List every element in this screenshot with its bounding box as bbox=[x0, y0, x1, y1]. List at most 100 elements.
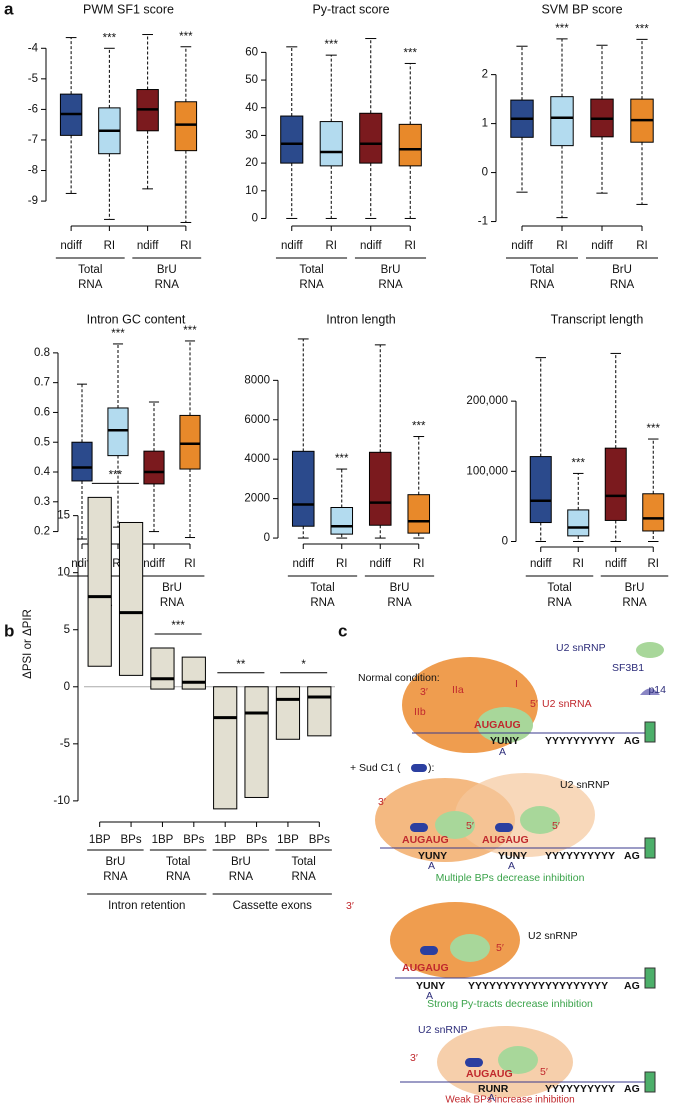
x-tick-label: ndiff bbox=[60, 240, 82, 252]
label: Normal condition: bbox=[358, 672, 440, 684]
group-label: RNA bbox=[310, 597, 335, 609]
range-bar bbox=[213, 686, 238, 810]
label: 3′ bbox=[378, 796, 386, 808]
group-label: RNA bbox=[103, 871, 128, 883]
y-tick-label: 200,000 bbox=[466, 395, 508, 407]
x-tick-label: RI bbox=[184, 558, 196, 570]
label: YUNY bbox=[490, 735, 519, 747]
y-tick-label: -9 bbox=[28, 195, 38, 207]
range-bar bbox=[150, 647, 175, 690]
label: U2 snRNP bbox=[556, 642, 606, 654]
significance: * bbox=[301, 659, 306, 671]
group-label: Total bbox=[299, 264, 323, 276]
exon bbox=[644, 967, 656, 989]
x-tick-label: ndiff bbox=[143, 558, 165, 570]
x-tick-label: 1BP bbox=[89, 834, 111, 846]
significance: *** bbox=[109, 469, 123, 481]
significance: *** bbox=[572, 457, 586, 469]
x-tick-label: RI bbox=[180, 240, 192, 252]
box bbox=[71, 441, 93, 482]
supergroup-label: Cassette exons bbox=[233, 900, 313, 912]
label: IIb bbox=[414, 706, 426, 718]
range-bar bbox=[244, 686, 269, 798]
label: I bbox=[515, 678, 518, 690]
group-label: Total bbox=[78, 264, 102, 276]
y-tick-label: 0.6 bbox=[34, 406, 50, 418]
y-tick-label: 2 bbox=[482, 69, 488, 81]
label: AUGAUG bbox=[474, 719, 521, 731]
label: A bbox=[499, 746, 506, 758]
box bbox=[280, 115, 304, 164]
label: p14 bbox=[648, 684, 666, 696]
x-tick-label: BPs bbox=[246, 834, 267, 846]
y-tick-label: -10 bbox=[53, 795, 70, 807]
x-tick-label: BPs bbox=[121, 834, 142, 846]
group-label: Total bbox=[530, 264, 554, 276]
x-tick-label: ndiff bbox=[605, 558, 627, 570]
y-tick-label: -8 bbox=[28, 165, 38, 177]
scene-normal: Normal condition: U2 snRNP SF3B1 p14 3′ … bbox=[358, 642, 666, 758]
group-label: BrU bbox=[231, 856, 251, 868]
significance: *** bbox=[183, 325, 197, 337]
group-label: RNA bbox=[547, 597, 572, 609]
y-tick-label: 8000 bbox=[244, 374, 270, 386]
y-tick-label: -7 bbox=[28, 134, 38, 146]
y-tick-label: 0 bbox=[482, 167, 488, 179]
group-label: BrU bbox=[612, 264, 632, 276]
label: AUGAUG bbox=[466, 1068, 513, 1080]
significance: *** bbox=[647, 423, 661, 435]
range-bar bbox=[181, 656, 206, 690]
label: AUGAUG bbox=[402, 962, 449, 974]
x-tick-label: ndiff bbox=[530, 558, 552, 570]
significance: *** bbox=[111, 328, 125, 340]
y-tick-label: 100,000 bbox=[466, 465, 508, 477]
label: 5′ bbox=[466, 820, 474, 832]
exon bbox=[644, 721, 656, 743]
label: 5′ bbox=[540, 1066, 548, 1078]
box bbox=[529, 456, 552, 524]
scene-sudc1: + Sud C1 ( ): U2 snRNP 3′ 5′ 5′ AUGAUG A… bbox=[350, 762, 656, 884]
x-tick-label: 1BP bbox=[214, 834, 236, 846]
sudc1-drug bbox=[420, 946, 438, 955]
box bbox=[398, 123, 422, 167]
label: U2 snRNA bbox=[542, 698, 592, 710]
sudc1-icon bbox=[411, 764, 427, 772]
x-tick-label: 1BP bbox=[277, 834, 299, 846]
label: AUGAUG bbox=[482, 834, 529, 846]
group-label: RNA bbox=[78, 279, 103, 291]
box bbox=[291, 450, 315, 527]
group-label: BrU bbox=[162, 582, 182, 594]
x-tick-label: RI bbox=[112, 558, 124, 570]
y-tick-label: 0.2 bbox=[34, 526, 50, 538]
label: AG bbox=[624, 1083, 640, 1095]
y-tick-label: 0.4 bbox=[34, 466, 51, 478]
x-tick-label: RI bbox=[405, 240, 417, 252]
chart-title: Intron GC content bbox=[87, 312, 186, 326]
label: U2 snRNP bbox=[528, 930, 578, 942]
y-tick-label: 0.8 bbox=[34, 347, 50, 359]
label: 3′ bbox=[420, 686, 428, 698]
group-label: RNA bbox=[610, 279, 635, 291]
significance: ** bbox=[236, 659, 245, 671]
label: YUNY bbox=[418, 850, 447, 862]
panel-label: b bbox=[4, 621, 14, 640]
y-tick-label: 10 bbox=[57, 567, 70, 579]
label: YYYYYYYYYY bbox=[545, 1083, 615, 1095]
y-tick-label: 30 bbox=[245, 129, 258, 141]
y-tick-label: 10 bbox=[245, 185, 258, 197]
y-tick-label: -5 bbox=[60, 738, 70, 750]
supergroup-label: Intron retention bbox=[108, 900, 185, 912]
label: ): bbox=[428, 762, 434, 774]
exon bbox=[644, 837, 656, 859]
label: SF3B1 bbox=[612, 662, 644, 674]
box bbox=[179, 414, 201, 470]
sudc1-drug bbox=[465, 1058, 483, 1067]
label: IIa bbox=[452, 684, 464, 696]
p14-legend bbox=[640, 688, 660, 695]
group-label: RNA bbox=[387, 597, 412, 609]
chart-title: Intron length bbox=[326, 312, 396, 326]
y-tick-label: 0 bbox=[502, 536, 508, 548]
range-bar bbox=[118, 521, 144, 676]
x-tick-label: RI bbox=[648, 558, 660, 570]
